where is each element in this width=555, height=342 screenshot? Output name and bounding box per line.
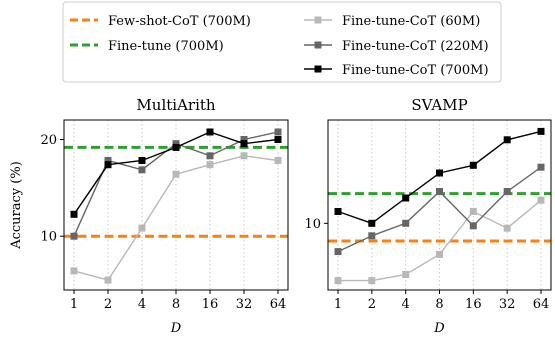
panel-svamp-x-tick-label: 1 xyxy=(334,297,342,312)
panel-svamp-series-fine-tune-cot-700m-point xyxy=(368,219,376,227)
legend-fine-tune-cot-700m-marker xyxy=(314,65,322,73)
panel-multiarith-series-fine-tune-cot-60m-point xyxy=(240,152,248,160)
panel-svamp: 1 2 4 8 16 32 64 10 SVAMP D xyxy=(304,96,552,336)
panel-svamp-series-fine-tune-cot-220m-point xyxy=(503,188,511,195)
panel-svamp-series-fine-tune-cot-220m-point xyxy=(537,163,545,171)
panel-svamp-series-fine-tune-cot-60m-point xyxy=(537,196,545,204)
panel-multiarith-series-fine-tune-cot-700m-point xyxy=(138,157,146,164)
legend-fine-tune-700m-label: Fine-tune (700M) xyxy=(108,39,224,54)
panel-multiarith-series-fine-tune-cot-700m-point xyxy=(70,210,78,218)
legend-frame xyxy=(62,1,502,83)
panel-multiarith-x-tick-label: 8 xyxy=(172,297,180,312)
panel-svamp-x-tick-label: 4 xyxy=(402,297,410,312)
panel-svamp-x-tick-label: 8 xyxy=(435,297,443,312)
panel-svamp-y-tick-label: 10 xyxy=(304,217,321,232)
panel-svamp-series-fine-tune-cot-60m-point xyxy=(503,224,511,232)
panel-svamp-series-fine-tune-cot-60m-point xyxy=(368,277,376,285)
panel-svamp-series-fine-tune-cot-700m-point xyxy=(537,127,545,135)
panel-svamp-series-fine-tune-cot-700m-point xyxy=(436,169,443,177)
legend: Few-shot-CoT (700M) Fine-tune (700M) Fine-… xyxy=(62,1,502,83)
panel-svamp-series-fine-tune-cot-220m-point xyxy=(469,222,477,230)
panel-multiarith-x-tick-label: 64 xyxy=(270,297,287,312)
panel-multiarith-series-fine-tune-cot-220m-point xyxy=(138,166,146,174)
legend-fine-tune-cot-700m: Fine-tune-CoT (700M) xyxy=(304,63,489,78)
panel-multiarith-x-tick-label: 1 xyxy=(70,297,78,312)
panel-multiarith-series-fine-tune-cot-220m-point xyxy=(240,136,248,143)
panel-multiarith-series-fine-tune-cot-700m-point xyxy=(172,143,180,151)
panel-multiarith-series-fine-tune-cot-60m-point xyxy=(138,224,146,232)
panel-svamp-series-fine-tune-cot-220m-point xyxy=(436,188,443,195)
legend-fine-tune-cot-220m: Fine-tune-CoT (220M) xyxy=(304,39,489,54)
panel-svamp-series-fine-tune-cot-60m-point xyxy=(402,271,410,278)
panel-svamp-series-fine-tune-cot-700m-point xyxy=(469,161,477,169)
panel-svamp-x-tick-label: 32 xyxy=(499,297,516,312)
panel-multiarith-series-fine-tune-cot-220m-point xyxy=(104,157,112,164)
panel-multiarith-series-fine-tune-cot-60m-point xyxy=(104,276,112,284)
panel-svamp-series-fine-tune-cot-700m-point xyxy=(503,136,511,144)
panel-svamp-x-tick-label: 16 xyxy=(465,297,482,312)
panel-multiarith-series-fine-tune-cot-60m-point xyxy=(274,157,282,164)
panel-svamp-x-tick-label: 64 xyxy=(533,297,550,312)
legend-fine-tune-cot-60m-label: Fine-tune-CoT (60M) xyxy=(342,14,480,29)
panel-svamp-series-fine-tune-cot-60m-point xyxy=(469,208,477,215)
legend-fine-tune-700m: Fine-tune (700M) xyxy=(70,39,224,54)
panel-svamp-series-fine-tune-cot-700m-point xyxy=(334,208,342,215)
legend-fine-tune-cot-220m-marker xyxy=(314,41,322,49)
legend-fine-tune-cot-60m-marker xyxy=(314,16,322,24)
panel-svamp-series-fine-tune-cot-220m-point xyxy=(402,219,410,227)
legend-fine-tune-cot-60m: Fine-tune-CoT (60M) xyxy=(304,14,480,29)
panel-multiarith-series-fine-tune-cot-700m-point xyxy=(206,128,214,136)
panel-svamp-series-fine-tune-cot-60m-point xyxy=(334,277,342,285)
legend-few-shot-cot-700m-label: Few-shot-CoT (700M) xyxy=(108,14,251,29)
legend-fine-tune-cot-700m-label: Fine-tune-CoT (700M) xyxy=(342,63,489,78)
panel-multiarith-series-fine-tune-cot-220m-point xyxy=(206,152,214,160)
panel-multiarith-series-fine-tune-cot-220m-point xyxy=(274,128,282,136)
panel-multiarith-x-tick-label: 2 xyxy=(104,297,112,312)
panel-multiarith-series-fine-tune-cot-700m-point xyxy=(240,140,248,148)
panel-multiarith-series-fine-tune-cot-60m-point xyxy=(206,161,214,169)
panel-multiarith-series-fine-tune-cot-700m-point xyxy=(274,136,282,143)
panel-multiarith-x-axis-label: D xyxy=(170,321,182,336)
panel-multiarith-series-fine-tune-cot-60m-point xyxy=(172,170,180,178)
panel-multiarith-series-fine-tune-cot-220m-point xyxy=(172,140,180,148)
panel-multiarith-y-tick-label: 10 xyxy=(40,230,57,245)
panel-multiarith-series-fine-tune-cot-220m-point xyxy=(70,232,78,240)
panel-multiarith-y-tick-label: 20 xyxy=(40,133,57,148)
panel-svamp-series-fine-tune-cot-220m-point xyxy=(334,248,342,256)
panel-svamp-series-fine-tune-cot-220m-point xyxy=(368,232,376,240)
panel-svamp-x-axis-label: D xyxy=(433,321,445,336)
panel-svamp-x-tick-label: 2 xyxy=(368,297,376,312)
panel-svamp-series-fine-tune-cot-60m-point xyxy=(436,250,443,258)
panel-multiarith-x-tick-label: 16 xyxy=(202,297,219,312)
legend-fine-tune-cot-220m-label: Fine-tune-CoT (220M) xyxy=(342,39,489,54)
panel-svamp-title: SVAMP xyxy=(411,96,467,114)
panel-multiarith-series-fine-tune-cot-60m-point xyxy=(70,267,78,275)
panel-multiarith-x-tick-label: 4 xyxy=(138,297,146,312)
panel-multiarith: 1 2 4 8 16 32 64 10 20 MultiArith D Accuracy (%) xyxy=(9,96,289,336)
panel-svamp-series-fine-tune-cot-700m-point xyxy=(402,194,410,202)
panel-multiarith-x-tick-label: 32 xyxy=(236,297,253,312)
legend-few-shot-cot-700m: Few-shot-CoT (700M) xyxy=(70,14,251,29)
panel-multiarith-series-fine-tune-cot-700m-point xyxy=(104,161,112,169)
panel-multiarith-title: MultiArith xyxy=(136,96,215,114)
panel-multiarith-y-axis-label: Accuracy (%) xyxy=(9,161,24,250)
